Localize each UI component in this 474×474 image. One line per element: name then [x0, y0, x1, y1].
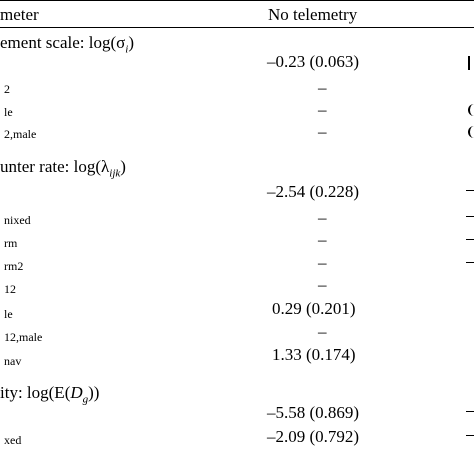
section-title-subscript: i [125, 43, 129, 56]
row-value: –2.54 (0.228) [267, 182, 360, 201]
section-title-subscript: ijk [109, 167, 121, 180]
row-value: 1.33 (0.174) [272, 345, 356, 364]
row-label: rm2 [4, 259, 24, 273]
parameter-column-header: meter [0, 5, 39, 24]
row-label: 12,male [4, 330, 43, 344]
section-title-close: )) [88, 383, 100, 402]
row-label: xed [4, 433, 22, 447]
clipped-next-column-fragment [468, 104, 474, 116]
header-bottom-rule [0, 27, 474, 28]
row-value: –0.23 (0.063) [267, 52, 360, 71]
section-title-text: unter rate: log(λ [0, 157, 110, 176]
table-top-rule [0, 0, 474, 1]
row-value: – [318, 208, 327, 227]
row-value: – [318, 230, 327, 249]
row-label: 2 [4, 82, 10, 96]
row-value: –5.58 (0.869) [267, 403, 360, 422]
row-value: – [318, 122, 327, 141]
row-label: nav [4, 354, 22, 368]
row-label: rm [4, 236, 18, 250]
row-value: – [318, 253, 327, 272]
row-label: 2,male [4, 127, 37, 141]
section-title-movement-scale: ement scale: log(σi) [0, 34, 134, 55]
section-title-subscript: g [82, 393, 89, 406]
clipped-next-column-fragment [466, 190, 474, 191]
row-value: –2.09 (0.792) [267, 427, 360, 446]
section-title-encounter-rate: unter rate: log(λijk) [0, 158, 126, 179]
row-label: le [4, 105, 13, 119]
clipped-next-column-fragment [466, 435, 474, 436]
row-label: 12 [4, 282, 16, 296]
clipped-next-column-fragment [466, 262, 474, 263]
section-title-variable: D [70, 383, 83, 402]
row-value: – [318, 322, 327, 341]
section-title-close: ) [128, 33, 135, 52]
section-title-density: ity: log(E(Dg)) [0, 384, 99, 405]
no-telemetry-column-header: No telemetry [268, 5, 358, 24]
clipped-next-column-fragment [466, 239, 474, 240]
row-value: – [318, 78, 327, 97]
row-label: le [4, 307, 13, 321]
clipped-next-column-fragment [468, 126, 474, 138]
section-title-text: ity: log(E( [0, 383, 71, 402]
row-value: 0.29 (0.201) [272, 299, 356, 318]
section-title-text: ement scale: log(σ [0, 33, 126, 52]
clipped-next-column-fragment [466, 216, 474, 217]
clipped-next-column-fragment [466, 411, 474, 412]
clipped-next-column-fragment [468, 56, 470, 70]
section-title-close: ) [120, 157, 126, 176]
row-value: – [318, 275, 327, 294]
row-label: nixed [4, 213, 31, 227]
row-value: – [318, 100, 327, 119]
